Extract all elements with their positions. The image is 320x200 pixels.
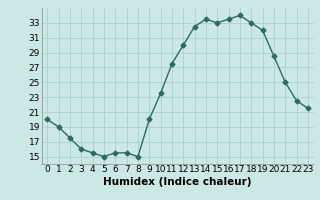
X-axis label: Humidex (Indice chaleur): Humidex (Indice chaleur)	[103, 177, 252, 187]
